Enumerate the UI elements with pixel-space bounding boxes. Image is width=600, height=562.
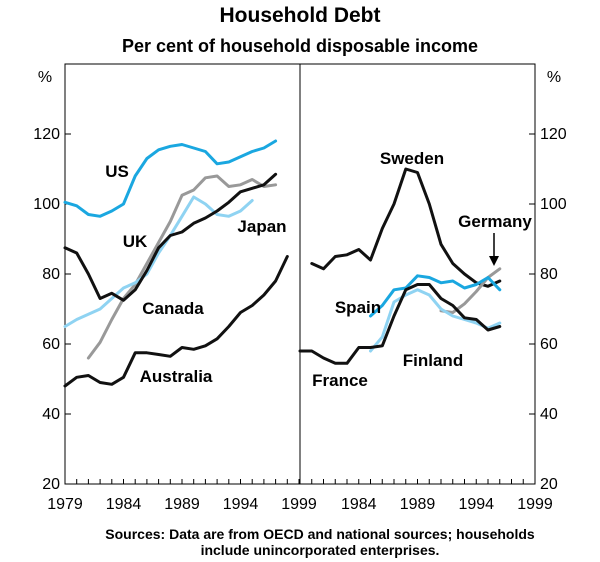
series-line-france (298, 283, 502, 365)
source-note: Sources: Data are from OECD and national… (60, 526, 580, 558)
y-tick-label-right: 100 (540, 196, 567, 213)
chart-axes: 20 20 40 40 60 60 80 80 100 100 120 120% % 1979 1984 19… (33, 69, 567, 513)
series-line-uk (86, 174, 278, 360)
x-tick-label: 1979 (47, 496, 83, 513)
series-labels: US UK Japan Canada Australia Sweden Germany Spa… (105, 149, 532, 390)
x-tick-label: 1999 (281, 496, 317, 513)
series-label-australia: Australia (140, 367, 213, 386)
chart-title: Household Debt (219, 4, 381, 27)
series-line-finland (369, 288, 502, 353)
series-label-sweden: Sweden (380, 149, 444, 168)
y-tick-label-right: 120 (540, 126, 567, 143)
y-tick-label-right: 80 (540, 266, 558, 283)
series-label-uk: UK (123, 232, 148, 251)
x-tick-label: 1994 (458, 496, 494, 513)
y-tick-label-left: 60 (42, 336, 60, 353)
x-tick-label: 1994 (223, 496, 259, 513)
series-line-australia (63, 255, 289, 388)
source-note-line-1: Sources: Data are from OECD and national… (105, 526, 535, 542)
x-tick-label: 1984 (106, 496, 142, 513)
series-label-spain: Spain (335, 298, 381, 317)
y-unit-right: % (547, 69, 561, 86)
series-line-us (63, 139, 278, 218)
x-tick-label: 1989 (400, 496, 436, 513)
series-layer (63, 139, 502, 388)
y-tick-label-left: 40 (42, 406, 60, 423)
y-tick-label-right: 60 (540, 336, 558, 353)
germany-arrow-head (489, 256, 499, 266)
series-line-germany (439, 267, 502, 314)
y-tick-label-left: 120 (33, 126, 60, 143)
y-tick-label-right: 20 (540, 476, 558, 493)
series-label-finland: Finland (403, 351, 463, 370)
source-note-line-2: include unincorporated enterprises. (200, 542, 440, 558)
y-tick-label-left: 80 (42, 266, 60, 283)
series-label-us: US (105, 162, 129, 181)
x-tick-label: 1999 (517, 496, 553, 513)
series-line-japan (63, 195, 254, 328)
y-tick-label-left: 20 (42, 476, 60, 493)
y-tick-label-right: 40 (540, 406, 558, 423)
x-tick-label: 1984 (341, 496, 377, 513)
series-label-canada: Canada (142, 299, 204, 318)
series-label-japan: Japan (237, 217, 286, 236)
series-line-canada (63, 172, 278, 302)
series-line-spain (369, 274, 502, 318)
x-tick-label: 1989 (164, 496, 200, 513)
series-label-france: France (312, 371, 368, 390)
y-unit-left: % (38, 69, 52, 86)
series-label-germany: Germany (458, 212, 532, 231)
chart-subtitle: Per cent of household disposable income (121, 36, 479, 56)
series-line-sweden (310, 167, 502, 288)
y-tick-label-left: 100 (33, 196, 60, 213)
